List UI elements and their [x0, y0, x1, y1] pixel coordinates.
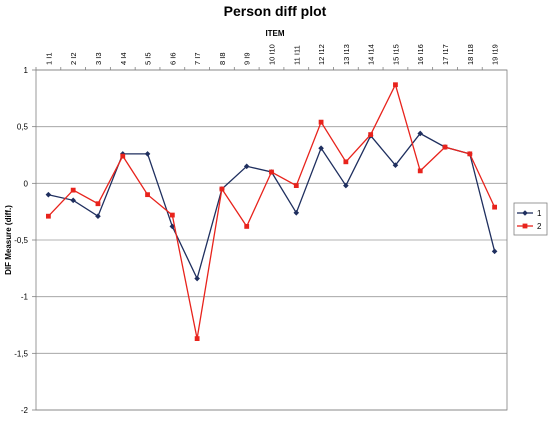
- series-1-point: [243, 163, 250, 170]
- series-2-line: [47, 82, 496, 339]
- legend-swatch-marker: [522, 210, 528, 216]
- x-tick-label: 12 I12: [317, 44, 326, 65]
- series-1-line: [48, 132, 496, 281]
- series-2-point: [120, 153, 126, 159]
- x-tick-label: 19 I19: [491, 44, 500, 65]
- series-2-point: [70, 187, 76, 193]
- series-group: [45, 82, 498, 341]
- x-tick-label: 6 I6: [168, 52, 177, 65]
- x-tick-label: 8 I8: [218, 52, 227, 65]
- series-2-point: [45, 213, 51, 219]
- y-tick-label: 0,5: [17, 123, 29, 132]
- x-tick-label: 14 I14: [367, 44, 376, 65]
- series-2-point: [194, 336, 200, 341]
- legend-box: [513, 202, 548, 236]
- y-tick-label: 1: [24, 66, 29, 75]
- series-1-point: [318, 145, 324, 151]
- series-2-point: [269, 169, 274, 175]
- series-2-point: [145, 192, 150, 198]
- series-2-point: [442, 144, 448, 150]
- plot-frame: [35, 69, 508, 411]
- series-2-point: [368, 132, 374, 137]
- x-tick-label: 9 I9: [243, 52, 252, 65]
- series-2-point: [293, 183, 299, 188]
- legend-label: 1: [537, 209, 542, 218]
- series-2-point: [95, 201, 101, 207]
- x-tick-label: 11 I11: [292, 45, 301, 65]
- y-tick-label: -0,5: [14, 236, 28, 245]
- y-tick-label: -1,5: [14, 349, 28, 358]
- series-1-point: [491, 248, 498, 255]
- series-2-point: [169, 212, 175, 218]
- x-tick-label: 15 I15: [391, 44, 400, 65]
- series-1-point: [194, 275, 200, 282]
- legend-swatch-marker: [522, 223, 528, 229]
- series-2-point: [244, 224, 250, 229]
- x-axis-ticks: 1 I1 2 I2 3 I3 4 I4 5 I5 6 I6 7 I7 8 I8 9 I9 10 I…: [35, 44, 500, 70]
- y-axis-ticks: 1 0,5 0 -0,5 -1 -1,5 -2: [14, 66, 28, 415]
- series-2-point: [492, 204, 498, 210]
- y-axis-title: DIF Measure (diff.): [4, 205, 13, 275]
- series-1-point: [293, 210, 300, 216]
- x-tick-label: 2 I2: [69, 52, 78, 65]
- grid: [32, 69, 508, 411]
- series-1-point: [392, 162, 399, 168]
- x-axis-title: ITEM: [265, 29, 284, 38]
- chart-title: Person diff plot: [224, 3, 327, 19]
- series-2-point: [467, 151, 473, 157]
- x-tick-label: 4 I4: [119, 52, 128, 65]
- series-1-point: [70, 197, 76, 204]
- series-2-point: [393, 82, 398, 88]
- y-tick-label: -1: [21, 293, 29, 302]
- legend: 12: [513, 202, 548, 236]
- series-2-point: [318, 119, 324, 125]
- x-tick-label: 7 I7: [193, 52, 202, 65]
- series-2-point: [343, 159, 349, 165]
- series-1-point: [95, 213, 101, 219]
- series-1-point: [45, 191, 52, 198]
- y-tick-label: -2: [21, 406, 29, 415]
- x-tick-label: 3 I3: [94, 52, 103, 65]
- legend-label: 2: [537, 222, 542, 231]
- x-tick-label: 16 I16: [416, 44, 425, 65]
- y-tick-label: 0: [24, 179, 29, 188]
- x-tick-label: 5 I5: [144, 52, 153, 65]
- series-2-point: [219, 186, 225, 192]
- series-1-point: [417, 130, 424, 137]
- series-1-point: [144, 151, 151, 157]
- series-2-point: [417, 168, 423, 174]
- x-tick-label: 17 I17: [441, 44, 450, 65]
- x-tick-label: 1 I1: [44, 52, 53, 65]
- x-tick-label: 10 I10: [268, 44, 277, 65]
- x-tick-label: 18 I18: [466, 44, 475, 65]
- x-tick-label: 13 I13: [342, 44, 351, 65]
- series-1-point: [343, 182, 349, 189]
